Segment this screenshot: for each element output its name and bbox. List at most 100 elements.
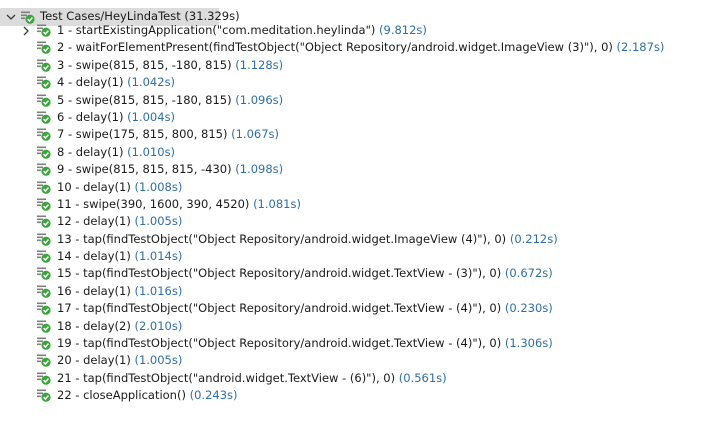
step-label: 7 - swipe(175, 815, 800, 815): [57, 127, 228, 142]
test-step-row[interactable]: 6 - delay(1) (1.004s): [0, 109, 709, 126]
step-label: 21 - tap(findTestObject("android.widget.…: [57, 370, 396, 385]
test-step-row[interactable]: 9 - swipe(815, 815, 815, -430) (1.098s): [0, 161, 709, 178]
test-step-row[interactable]: 1 - startExistingApplication("com.medita…: [0, 22, 709, 39]
test-step-row[interactable]: 21 - tap(findTestObject("android.widget.…: [0, 370, 709, 387]
step-duration: (1.004s): [127, 109, 176, 124]
step-label: 17 - tap(findTestObject("Object Reposito…: [57, 301, 502, 316]
step-label: 13 - tap(findTestObject("Object Reposito…: [57, 231, 507, 246]
step-label: 4 - delay(1): [57, 75, 124, 90]
step-label-container: 15 - tap(findTestObject("Object Reposito…: [57, 265, 553, 282]
test-case-name: Test Cases/HeyLindaTest: [40, 9, 181, 23]
step-label: 10 - delay(1): [57, 179, 131, 194]
passed-check-icon: [37, 337, 51, 350]
step-duration: (1.008s): [134, 179, 183, 194]
step-duration: (9.812s): [379, 23, 427, 37]
test-step-row[interactable]: 20 - delay(1) (1.005s): [0, 352, 709, 369]
step-duration: (1.005s): [134, 353, 183, 368]
step-label-container: 22 - closeApplication() (0.243s): [57, 387, 238, 404]
test-step-row[interactable]: 22 - closeApplication() (0.243s): [0, 387, 709, 404]
test-step-row[interactable]: 18 - delay(2) (2.010s): [0, 318, 709, 335]
test-result-tree: Test Cases/HeyLindaTest (31.329s) 1 - st…: [0, 8, 709, 405]
test-step-row[interactable]: 2 - waitForElementPresent(findTestObject…: [0, 39, 709, 56]
chevron-down-icon[interactable]: [5, 8, 17, 25]
step-label: 18 - delay(2): [57, 318, 131, 333]
test-step-row[interactable]: 19 - tap(findTestObject("Object Reposito…: [0, 335, 709, 352]
test-step-row[interactable]: 10 - delay(1) (1.008s): [0, 179, 709, 196]
passed-check-icon: [37, 389, 51, 403]
passed-check-icon: [37, 128, 51, 142]
passed-check-icon: [37, 181, 51, 194]
test-step-row[interactable]: 13 - tap(findTestObject("Object Reposito…: [0, 231, 709, 248]
step-label-container: 21 - tap(findTestObject("android.widget.…: [57, 370, 447, 387]
passed-check-icon: [37, 111, 51, 124]
step-label-container: 6 - delay(1) (1.004s): [57, 109, 175, 126]
test-step-row[interactable]: 8 - delay(1) (1.010s): [0, 144, 709, 161]
step-label: 8 - delay(1): [57, 144, 124, 159]
step-label-container: 17 - tap(findTestObject("Object Reposito…: [57, 300, 553, 317]
step-duration: (0.561s): [398, 370, 447, 385]
step-label: 3 - swipe(815, 815, -180, 815): [57, 57, 232, 72]
test-step-row[interactable]: 17 - tap(findTestObject("Object Reposito…: [0, 300, 709, 317]
test-step-row[interactable]: 4 - delay(1) (1.042s): [0, 74, 709, 91]
test-step-row[interactable]: 12 - delay(1) (1.005s): [0, 213, 709, 230]
step-label-container: 19 - tap(findTestObject("Object Reposito…: [57, 335, 553, 352]
step-label-container: 7 - swipe(175, 815, 800, 815) (1.067s): [57, 126, 279, 143]
passed-check-icon: [37, 285, 51, 298]
test-step-row[interactable]: 7 - swipe(175, 815, 800, 815) (1.067s): [0, 126, 709, 143]
test-step-row[interactable]: 11 - swipe(390, 1600, 390, 4520) (1.081s…: [0, 196, 709, 213]
step-label: 2 - waitForElementPresent(findTestObject…: [57, 40, 613, 55]
step-duration: (1.067s): [231, 127, 279, 142]
step-label: 11 - swipe(390, 1600, 390, 4520): [57, 196, 250, 211]
step-label-container: 13 - tap(findTestObject("Object Reposito…: [57, 231, 558, 248]
step-duration: (1.005s): [134, 214, 183, 229]
step-duration: (1.014s): [134, 249, 183, 264]
step-label: 14 - delay(1): [57, 249, 131, 264]
step-label: 15 - tap(findTestObject("Object Reposito…: [57, 266, 502, 281]
passed-check-icon: [37, 354, 51, 368]
step-duration: (1.042s): [127, 75, 176, 90]
step-label: 6 - delay(1): [57, 109, 124, 124]
passed-check-icon: [37, 320, 51, 333]
test-step-row[interactable]: 15 - tap(findTestObject("Object Reposito…: [0, 265, 709, 282]
step-label-container: 4 - delay(1) (1.042s): [57, 74, 175, 91]
step-label: 20 - delay(1): [57, 353, 131, 368]
passed-check-icon: [37, 24, 51, 37]
tree-root-test-case[interactable]: Test Cases/HeyLindaTest (31.329s): [0, 8, 240, 26]
step-label-container: 20 - delay(1) (1.005s): [57, 352, 182, 369]
step-label: 5 - swipe(815, 815, -180, 815): [57, 92, 232, 107]
tree-root-label: Test Cases/HeyLindaTest (31.329s): [40, 8, 240, 25]
test-case-duration: (31.329s): [184, 9, 240, 23]
step-label: 1 - startExistingApplication("com.medita…: [57, 23, 376, 37]
passed-check-icon: [37, 267, 51, 281]
step-duration: (2.010s): [134, 318, 183, 333]
step-label-container: 3 - swipe(815, 815, -180, 815) (1.128s): [57, 57, 283, 74]
step-duration: (0.243s): [189, 388, 238, 403]
step-label: 9 - swipe(815, 815, 815, -430): [57, 162, 232, 177]
step-duration: (2.187s): [616, 40, 665, 55]
step-duration: (1.096s): [235, 92, 284, 107]
step-label-container: 9 - swipe(815, 815, 815, -430) (1.098s): [57, 161, 283, 178]
step-label: 19 - tap(findTestObject("Object Reposito…: [57, 336, 502, 351]
step-duration: (1.128s): [235, 57, 284, 72]
passed-check-icon: [37, 59, 51, 72]
chevron-right-icon[interactable]: [20, 22, 32, 39]
step-list: 1 - startExistingApplication("com.medita…: [0, 22, 709, 405]
step-duration: (1.016s): [134, 283, 183, 298]
step-duration: (0.212s): [509, 231, 558, 246]
test-step-row[interactable]: 16 - delay(1) (1.016s): [0, 283, 709, 300]
passed-check-icon: [37, 163, 51, 176]
step-label-container: 10 - delay(1) (1.008s): [57, 179, 182, 196]
step-duration: (1.306s): [504, 336, 553, 351]
passed-check-icon: [37, 372, 51, 385]
test-step-row[interactable]: 14 - delay(1) (1.014s): [0, 248, 709, 265]
passed-check-icon: [37, 215, 51, 229]
passed-check-icon: [37, 41, 51, 55]
passed-check-icon: [37, 94, 51, 107]
step-label: 16 - delay(1): [57, 283, 131, 298]
passed-check-icon: [37, 146, 51, 159]
passed-check-icon: [37, 250, 51, 263]
step-duration: (1.098s): [235, 162, 284, 177]
passed-check-icon: [37, 302, 51, 316]
test-step-row[interactable]: 5 - swipe(815, 815, -180, 815) (1.096s): [0, 92, 709, 109]
test-step-row[interactable]: 3 - swipe(815, 815, -180, 815) (1.128s): [0, 57, 709, 74]
